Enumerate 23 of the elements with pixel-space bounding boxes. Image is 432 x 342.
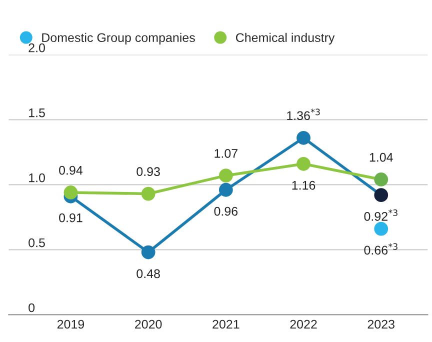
y-tick-label: 0.5 xyxy=(28,238,45,248)
x-tick-label: 2020 xyxy=(135,320,162,329)
legend-label: Domestic Group companies xyxy=(42,32,195,45)
y-tick-label: 0 xyxy=(28,303,35,312)
y-tick-label: 1.0 xyxy=(29,173,45,182)
data-label: 0.94 xyxy=(59,166,83,175)
x-tick-label: 2023 xyxy=(368,320,394,329)
data-label: 0.92$^{*3}$ xyxy=(364,209,398,221)
data-label: 1.16 xyxy=(292,180,316,190)
legend-label: Chemical industry xyxy=(236,32,335,45)
data-label: 0.66$^{*3}$ xyxy=(364,243,398,255)
y-tick-label: 2.0 xyxy=(28,43,45,52)
x-tick-label: 2019 xyxy=(57,320,84,329)
data-label: 1.07 xyxy=(214,148,238,158)
data-label: 0.96 xyxy=(214,206,238,216)
data-label: 1.04 xyxy=(370,152,393,162)
data-label: 0.91 xyxy=(59,213,82,222)
x-tick-label: 2022 xyxy=(290,320,317,329)
x-tick-label: 2021 xyxy=(212,320,240,329)
data-label: 0.48 xyxy=(136,269,160,278)
data-label: 1.36$^{*3}$ xyxy=(287,108,320,120)
y-tick-label: 1.5 xyxy=(29,108,45,118)
data-label: 0.93 xyxy=(136,167,160,176)
